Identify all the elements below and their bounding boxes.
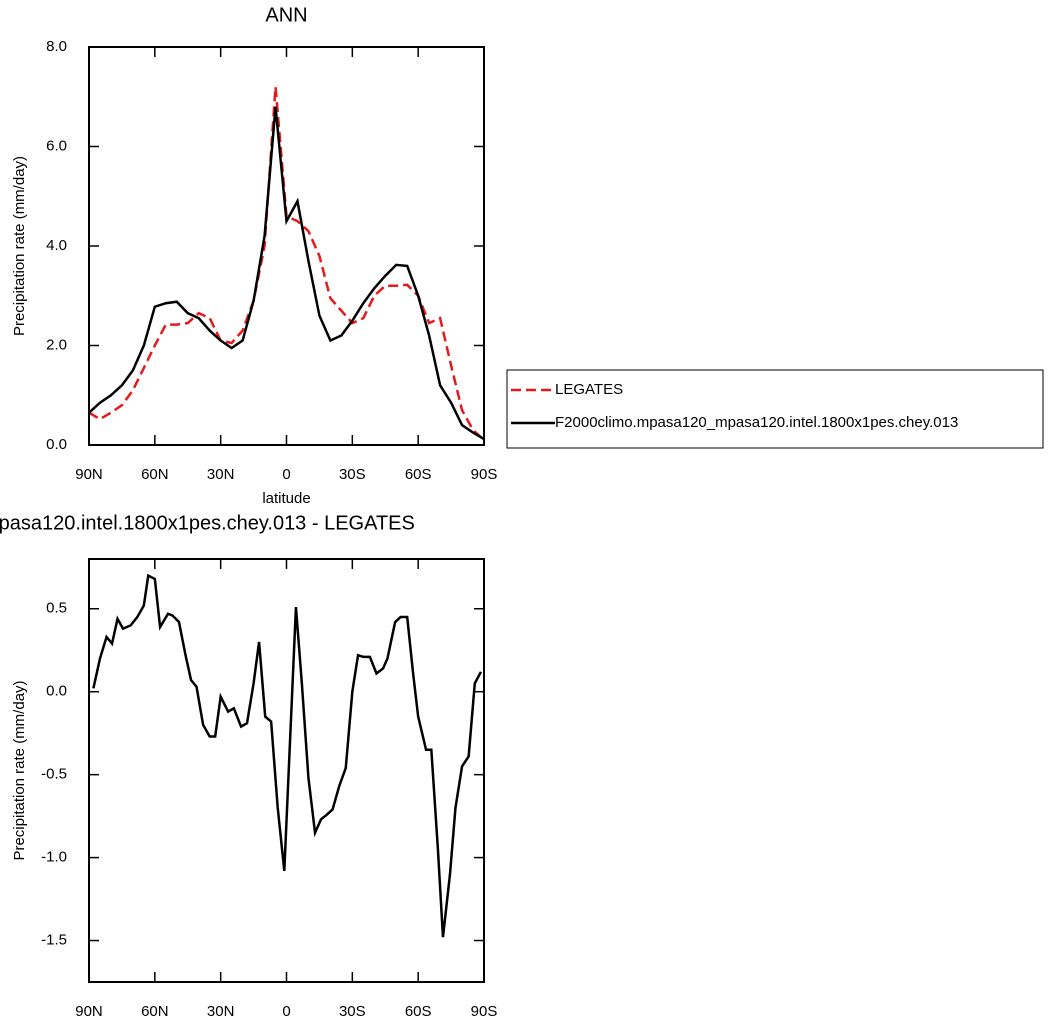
chart-title: mo.mpasa120_mpasa120.intel.1800x1pes.che… (0, 512, 415, 534)
legend-box (506, 369, 1044, 449)
x-tick-label: 60N (141, 466, 169, 483)
legend-label: F2000climo.mpasa120_mpasa120.intel.1800x… (555, 414, 958, 431)
y-tick-label: -1.0 (41, 849, 67, 866)
y-tick-label: 0.0 (46, 683, 67, 700)
x-tick-label: 60S (405, 466, 432, 483)
x-tick-label: 30S (339, 1003, 366, 1020)
data-line (88, 106, 485, 441)
x-tick-label: 0 (282, 1003, 290, 1020)
y-axis-label: Precipitation rate (mm/day) (11, 156, 28, 336)
y-tick-label: -1.5 (41, 931, 67, 948)
x-tick-label: 30N (207, 466, 235, 483)
chart-title: ANN (265, 4, 307, 26)
y-tick-label: 8.0 (46, 38, 67, 55)
y-tick-label: 2.0 (46, 336, 67, 353)
y-tick-label: 4.0 (46, 237, 67, 254)
x-tick-label: 90S (471, 1003, 498, 1020)
x-tick-label: 30N (207, 1003, 235, 1020)
x-tick-label: 90N (75, 1003, 103, 1020)
y-tick-label: -0.5 (41, 766, 67, 783)
x-tick-label: 60N (141, 1003, 169, 1020)
y-tick-label: 0.5 (46, 600, 67, 617)
x-tick-label: 90N (75, 466, 103, 483)
y-axis-label: Precipitation rate (mm/day) (11, 680, 28, 860)
data-line (92, 573, 483, 938)
x-tick-label: 90S (471, 466, 498, 483)
x-tick-label: 0 (282, 466, 290, 483)
plot-frame (88, 558, 485, 983)
x-axis-label: latitude (262, 490, 310, 507)
data-line (88, 86, 485, 441)
plot-frame (88, 46, 485, 446)
y-tick-label: 6.0 (46, 137, 67, 154)
x-tick-label: 60S (405, 1003, 432, 1020)
y-tick-label: 0.0 (46, 436, 67, 453)
x-tick-label: 30S (339, 466, 366, 483)
legend-label: LEGATES (555, 381, 623, 398)
